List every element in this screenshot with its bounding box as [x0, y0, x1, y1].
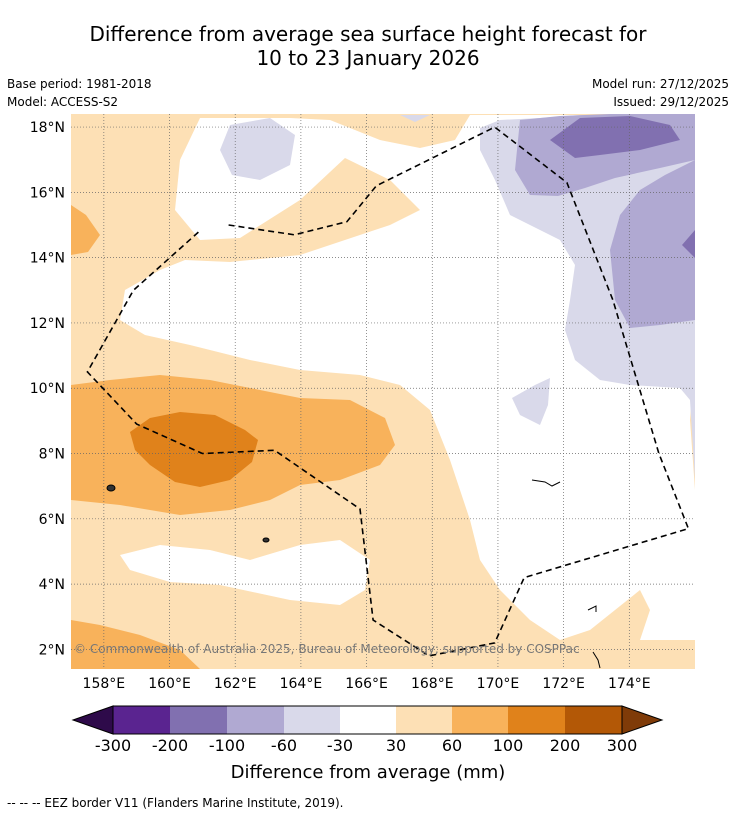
colorbar: -300 -200 -100 -60 -30 30 60 100 200 300 Differen… — [71, 705, 664, 783]
colorbar-bin — [508, 706, 565, 734]
colorbar-tick: 300 — [607, 736, 638, 755]
colorbar-bin — [284, 706, 340, 734]
x-tick-label: 164°E — [280, 676, 323, 692]
colorbar-tick: -300 — [95, 736, 131, 755]
colorbar-tick: -30 — [327, 736, 353, 755]
colorbar-bin — [227, 706, 284, 734]
region-60-100-west — [71, 205, 100, 255]
y-tick-label: 10°N — [30, 381, 65, 397]
model-run: Model run: 27/12/2025 — [591, 77, 729, 91]
colorbar-extend-low — [71, 705, 114, 735]
colorbar-frame — [112, 705, 623, 735]
x-tick-label: 162°E — [214, 676, 257, 692]
island-outline — [587, 605, 597, 612]
colorbar-tick: -200 — [152, 736, 188, 755]
island-marker — [262, 537, 270, 543]
colorbar-tick: 200 — [550, 736, 581, 755]
colorbar-bin — [113, 706, 170, 734]
x-tick-label: 166°E — [345, 676, 388, 692]
x-tick-label: 172°E — [542, 676, 585, 692]
island-outline — [531, 479, 561, 487]
x-tick-label: 168°E — [411, 676, 454, 692]
region-neg-100-200 — [550, 116, 680, 158]
meta-right: Model run: 27/12/2025 Issued: 29/12/2025 — [592, 75, 729, 111]
meta-left: Base period: 1981-2018 Model: ACCESS-S2 — [7, 75, 152, 111]
x-tick-label: 158°E — [83, 676, 126, 692]
chart-title: Difference from average sea surface heig… — [0, 22, 736, 70]
colorbar-bin — [396, 706, 452, 734]
y-tick-label: 2°N — [39, 642, 65, 658]
x-tick-label: 170°E — [477, 676, 520, 692]
colorbar-extend-high — [621, 705, 664, 735]
colorbar-tick: -60 — [271, 736, 297, 755]
colorbar-tick-labels: -300 -200 -100 -60 -30 30 60 100 200 300 — [95, 736, 637, 755]
chart-title-line2: 10 to 23 January 2026 — [256, 46, 480, 70]
region-neg-30-60-tip — [400, 115, 430, 122]
y-tick-label: 12°N — [30, 316, 65, 332]
base-period: Base period: 1981-2018 — [7, 77, 152, 91]
white-region-north — [110, 115, 695, 640]
y-tick-label: 6°N — [39, 512, 65, 528]
colorbar-tick: 30 — [386, 736, 406, 755]
colorbar-tick: 100 — [493, 736, 524, 755]
y-tick-label: 14°N — [30, 251, 65, 267]
region-60-100-south — [71, 620, 200, 669]
region-neg-60-100 — [515, 114, 695, 328]
colorbar-bin — [170, 706, 227, 734]
region-neg-100-200-east — [682, 230, 695, 258]
y-axis-ticks: 2°N 4°N 6°N 8°N 10°N 12°N 14°N 16°N 18°N — [30, 120, 65, 658]
model-name: Model: ACCESS-S2 — [7, 95, 119, 109]
issued-date: Issued: 29/12/2025 — [613, 95, 729, 109]
colorbar-bin — [340, 706, 396, 734]
colorbar-label: Difference from average (mm) — [231, 762, 506, 783]
region-neg-30-60-mid — [512, 378, 550, 425]
x-axis-ticks: 158°E 160°E 162°E 164°E 166°E 168°E 170°E 172°E… — [83, 676, 651, 692]
chart-title-line1: Difference from average sea surface heig… — [89, 22, 647, 46]
region-neg-30-60-small — [220, 118, 295, 180]
map-area — [71, 114, 695, 669]
eez-footnote: -- -- -- EEZ border V11 (Flanders Marine… — [7, 796, 344, 810]
y-tick-label: 8°N — [39, 447, 65, 463]
copyright-text: © Commonwealth of Australia 2025, Bureau… — [74, 642, 580, 656]
y-tick-label: 4°N — [39, 577, 65, 593]
island-outline — [592, 651, 601, 669]
white-region-south — [120, 540, 370, 605]
y-tick-label: 18°N — [30, 120, 65, 136]
x-tick-label: 160°E — [148, 676, 191, 692]
y-tick-label: 16°N — [30, 185, 65, 201]
x-tick-label: 174°E — [608, 676, 651, 692]
colorbar-bin — [565, 706, 622, 734]
eez-border — [86, 126, 690, 657]
gridlines — [71, 114, 695, 669]
island-marker — [106, 484, 116, 492]
colorbar-tick: -100 — [209, 736, 245, 755]
colorbar-bin — [452, 706, 508, 734]
colorbar-tick: 60 — [442, 736, 462, 755]
